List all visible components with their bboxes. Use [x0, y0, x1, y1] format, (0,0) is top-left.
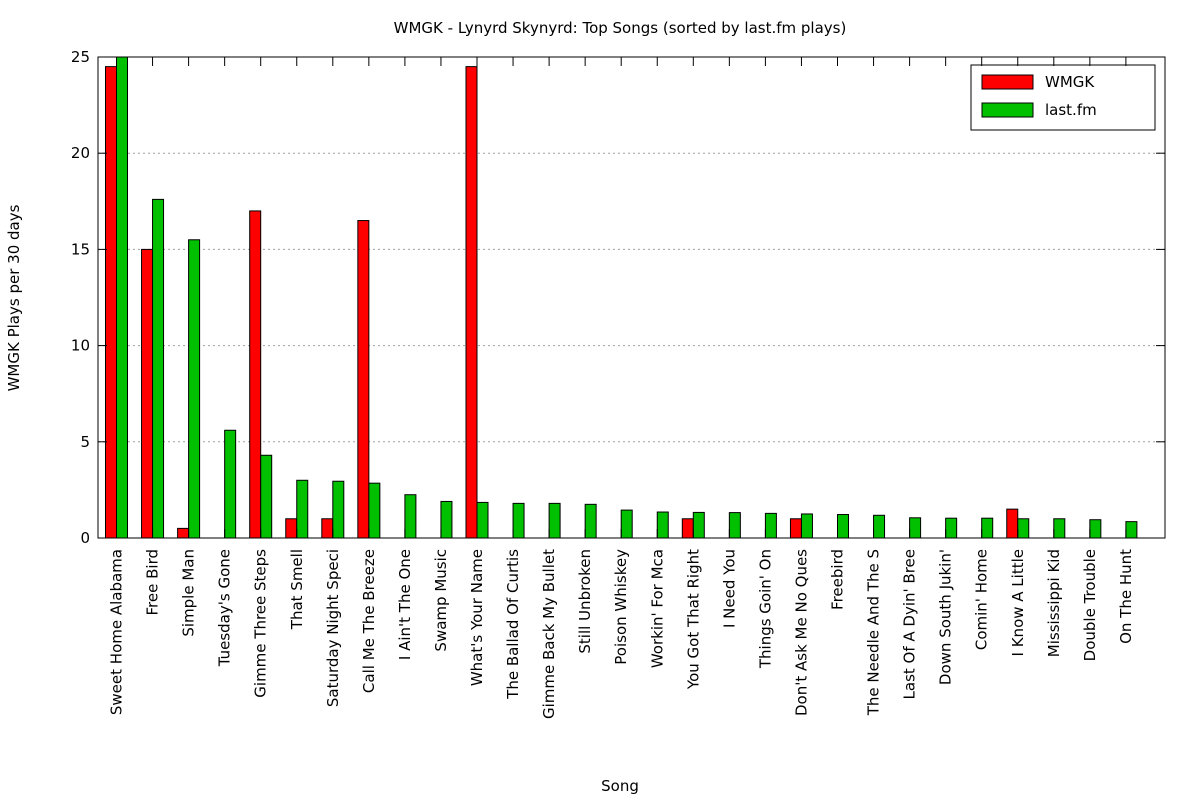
legend: WMGK last.fm — [970, 64, 1156, 131]
plot-border — [97, 56, 1166, 539]
legend-swatch — [981, 74, 1034, 90]
x-tick-label: Don't Ask Me No Ques — [792, 549, 810, 716]
bar-last-fm — [620, 509, 633, 539]
x-tick-label: Tuesday's Gone — [216, 549, 234, 667]
axes — [97, 56, 1166, 539]
bar-last-fm — [584, 503, 597, 539]
x-tick-label: Workin' For Mca — [648, 549, 666, 668]
bar-wmgk — [285, 518, 298, 539]
bar-last-fm — [332, 480, 345, 539]
bar-wmgk — [1006, 508, 1019, 539]
bar-wmgk — [681, 518, 694, 539]
y-tick-label: 5 — [80, 433, 90, 451]
x-tick-label: Freebird — [829, 549, 847, 610]
bar-last-fm — [476, 501, 489, 539]
bar-last-fm — [656, 511, 669, 539]
x-tick-label: Last Of A Dyin' Bree — [901, 549, 919, 699]
x-tick-label: You Got That Right — [684, 549, 702, 690]
bar-last-fm — [909, 517, 922, 539]
x-tick-label: Sweet Home Alabama — [108, 549, 126, 715]
chart-title: WMGK - Lynyrd Skynyrd: Top Songs (sorted… — [394, 19, 847, 37]
x-tick-label: Gimme Back My Bullet — [540, 549, 558, 719]
legend-label: WMGK — [1045, 73, 1095, 91]
x-tick-label: Double Trouble — [1081, 549, 1099, 661]
x-tick-label: I Ain't The One — [396, 549, 414, 660]
bar-last-fm — [296, 479, 309, 539]
x-tick-label: That Smell — [288, 549, 306, 630]
x-tick-label: Simple Man — [180, 549, 198, 637]
bar-last-fm — [224, 429, 237, 539]
y-tick-label: 15 — [71, 240, 90, 258]
x-tick-label: What's Your Name — [468, 549, 486, 686]
y-tick-label: 0 — [80, 529, 90, 547]
bar-wmgk — [321, 518, 334, 539]
bar-last-fm — [1089, 519, 1102, 539]
bar-wmgk — [249, 210, 262, 539]
bar-wmgk — [105, 66, 117, 539]
bar-last-fm — [404, 494, 417, 539]
bar-last-fm — [116, 56, 128, 539]
bar-last-fm — [1125, 521, 1138, 539]
x-tick-labels: Sweet Home Alabama Free Bird Simple Man Tue… — [108, 549, 1135, 719]
bar-wmgk — [141, 248, 154, 539]
x-tick-label: Saturday Night Speci — [324, 549, 342, 707]
bar-last-fm — [728, 512, 741, 539]
bar-wmgk — [465, 66, 478, 539]
y-tick-label: 10 — [71, 337, 90, 355]
bar-last-fm — [188, 239, 201, 539]
x-tick-label: Things Goin' On — [756, 549, 774, 669]
y-axis-label: WMGK Plays per 30 days — [5, 204, 23, 391]
bar-last-fm — [692, 511, 705, 539]
bar-last-fm — [152, 198, 165, 539]
bar-last-fm — [981, 517, 994, 539]
x-tick-label: The Ballad Of Curtis — [504, 549, 522, 700]
bar-last-fm — [512, 502, 525, 539]
x-tick-label: Comin' Home — [973, 549, 991, 650]
x-tick-label: I Know A Little — [1009, 549, 1027, 656]
bar-last-fm — [548, 502, 561, 539]
x-tick-label: Swamp Music — [432, 549, 450, 652]
bar-last-fm — [945, 517, 958, 539]
x-tick-label: I Need You — [720, 549, 738, 628]
x-tick-label: Still Unbroken — [576, 549, 594, 654]
bar-last-fm — [1017, 518, 1030, 539]
x-tick-label: The Needle And The S — [865, 549, 883, 716]
bar-last-fm — [837, 514, 849, 539]
bar-last-fm — [873, 514, 886, 539]
bar-last-fm — [368, 482, 381, 539]
bar-wmgk — [357, 220, 370, 539]
x-tick-label: Down South Jukin' — [937, 549, 955, 685]
y-tick-label: 25 — [71, 48, 90, 66]
bar-wmgk — [789, 518, 802, 539]
x-axis-label: Song — [601, 777, 639, 795]
x-tick-label: Mississippi Kid — [1045, 549, 1063, 657]
legend-swatch — [981, 102, 1034, 118]
legend-box — [970, 64, 1156, 131]
y-tick-labels: 0 5 10 15 20 25 — [71, 48, 90, 547]
y-tick-label: 20 — [71, 144, 90, 162]
x-tick-label: Call Me The Breeze — [360, 549, 378, 693]
bar-last-fm — [764, 512, 777, 539]
x-tick-label: Free Bird — [144, 549, 162, 615]
bar-last-fm — [800, 513, 813, 539]
bars — [105, 56, 1138, 539]
bar-last-fm — [1053, 518, 1066, 539]
bar-last-fm — [260, 454, 273, 539]
legend-label: last.fm — [1045, 101, 1097, 119]
x-tick-label: Poison Whiskey — [612, 549, 630, 665]
x-tick-label: Gimme Three Steps — [252, 549, 270, 698]
bar-wmgk — [177, 527, 190, 539]
x-tick-label: On The Hunt — [1117, 549, 1135, 644]
bar-last-fm — [440, 500, 453, 539]
